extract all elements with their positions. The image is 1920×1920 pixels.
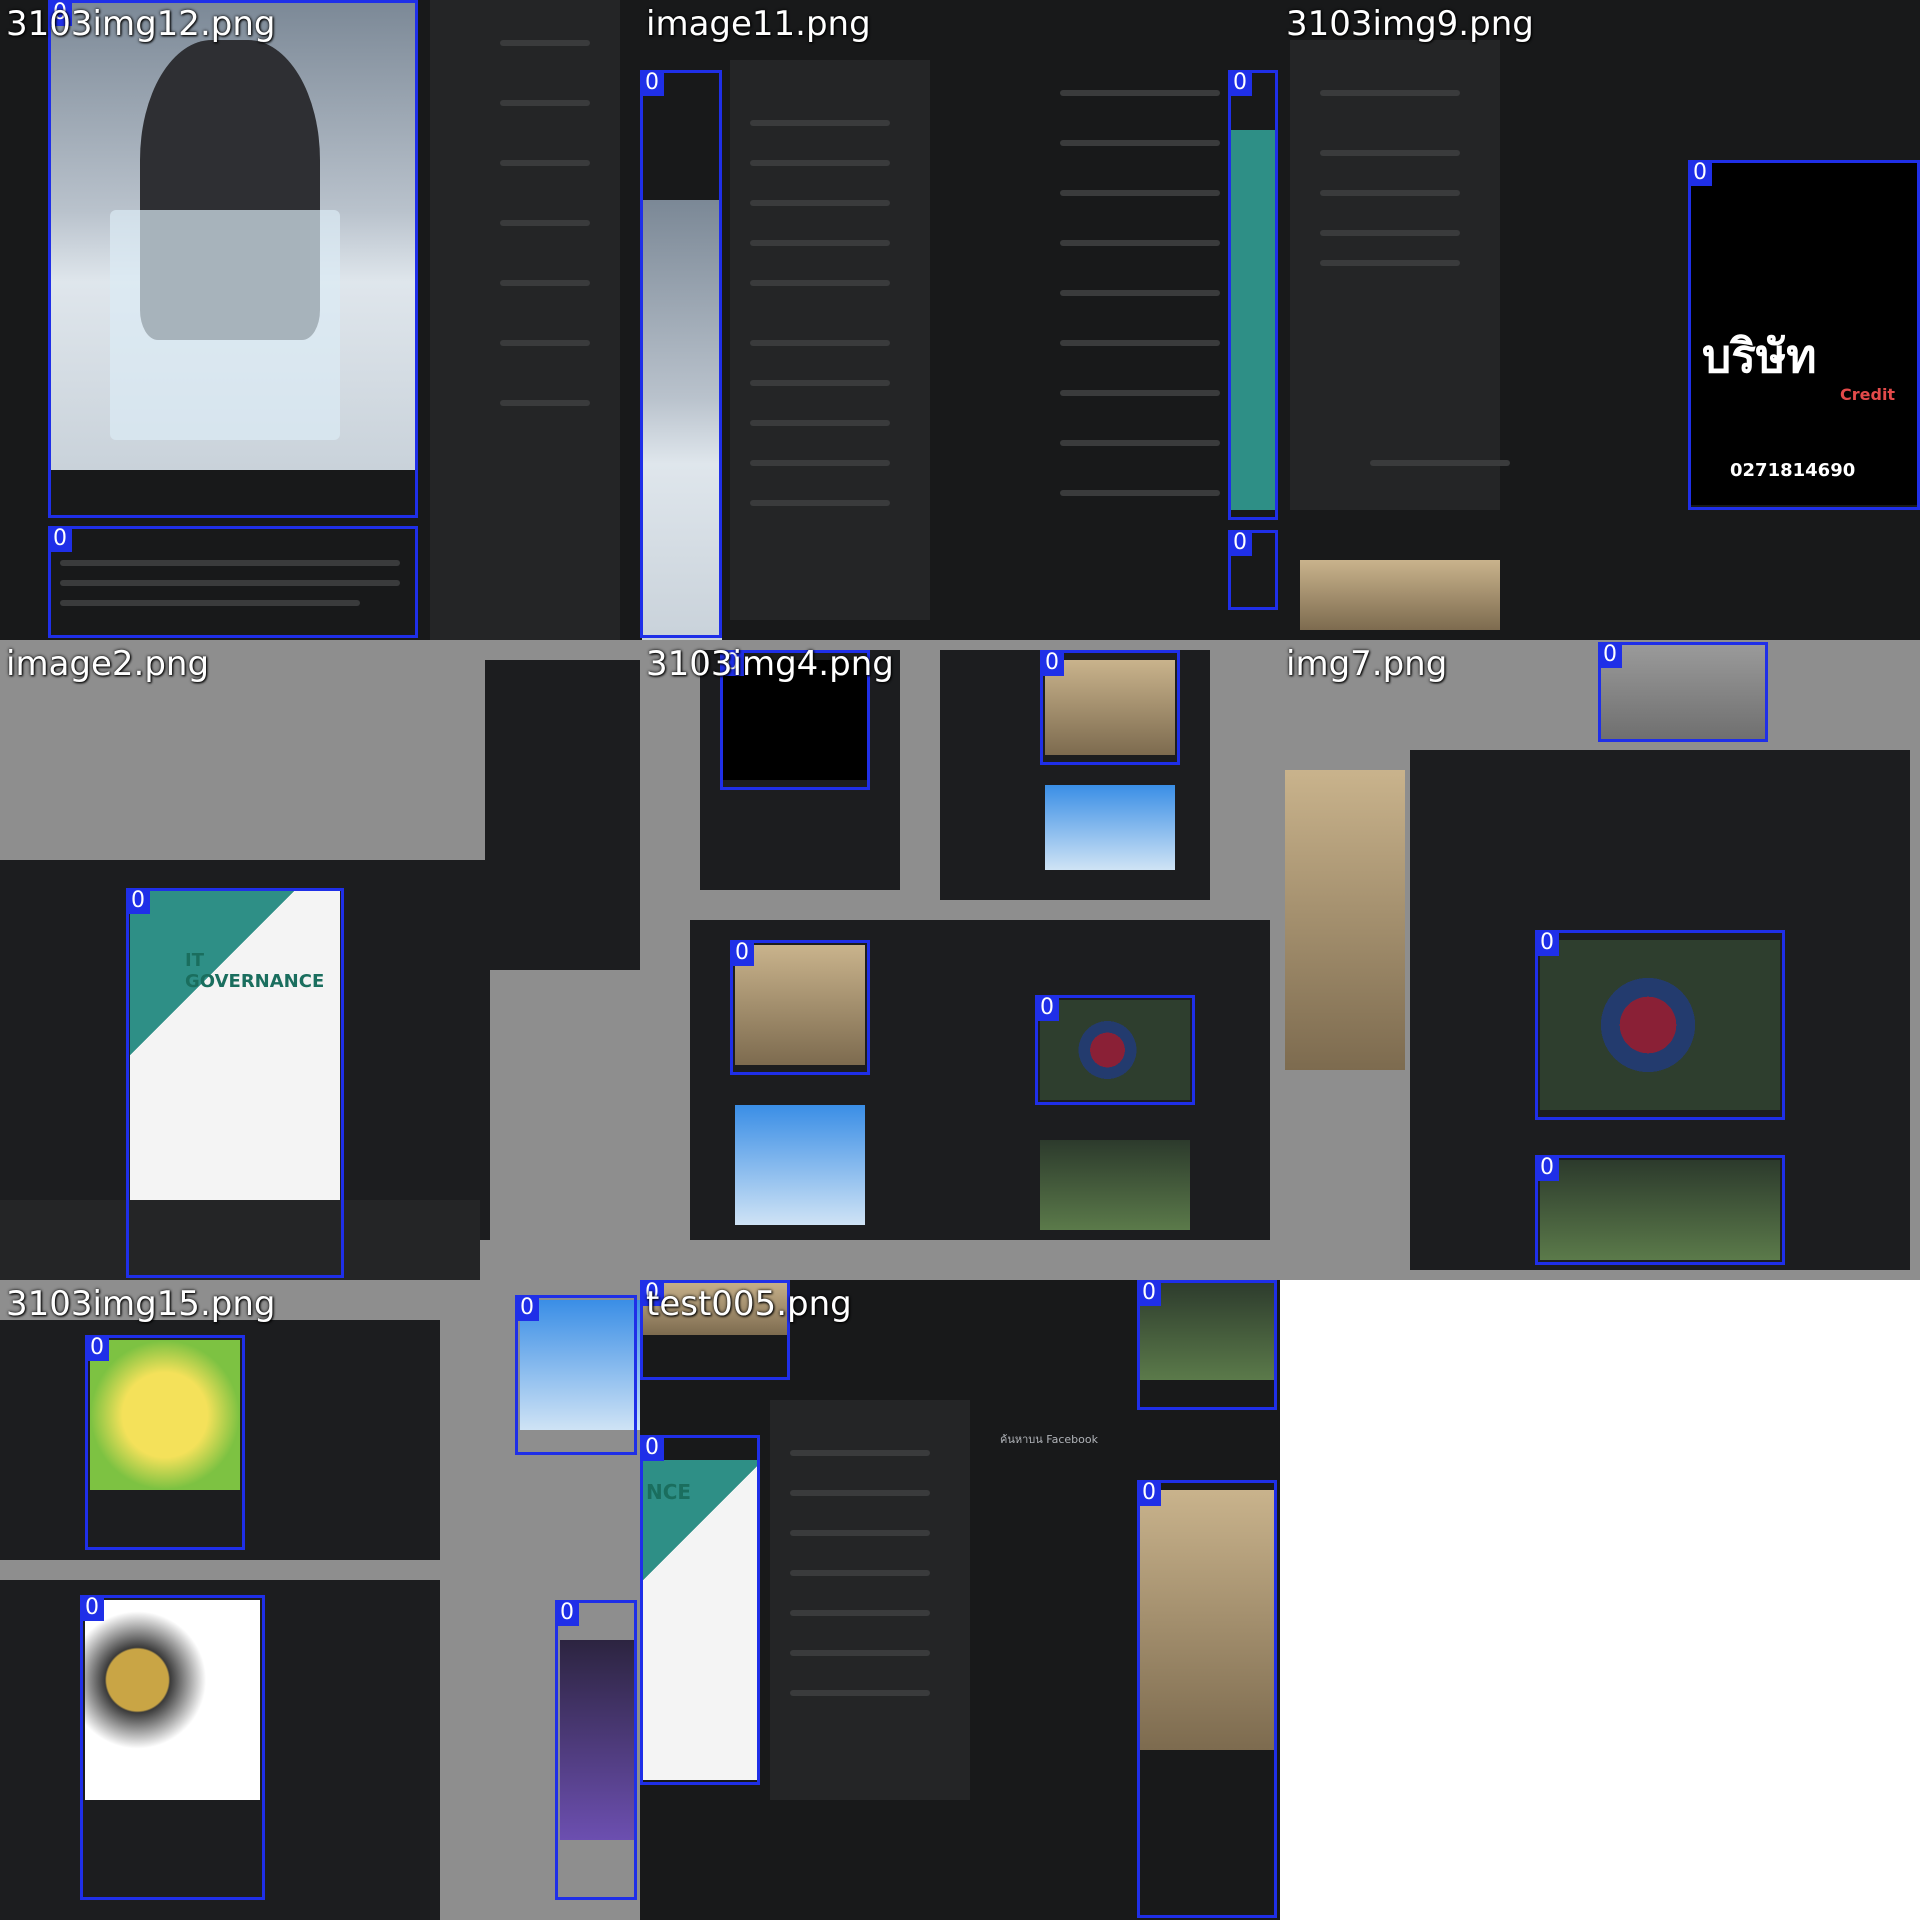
box-label: 0 <box>1137 1280 1161 1306</box>
detection-box: 0 <box>1137 1480 1277 1918</box>
box-label: 0 <box>640 1435 664 1461</box>
tile-img7: img7.png 0 0 0 <box>1280 640 1920 1280</box>
box-label: 0 <box>555 1600 579 1626</box>
box-label: 0 <box>126 888 150 914</box>
tile-title: test005.png <box>646 1284 852 1324</box>
box-label: 0 <box>1535 930 1559 956</box>
box-label: 0 <box>1035 995 1059 1021</box>
detection-box: 0 <box>1535 1155 1785 1265</box>
tile-title: image11.png <box>646 4 871 44</box>
left-menu <box>1290 40 1500 510</box>
box-label: 0 <box>80 1595 104 1621</box>
box-label: 0 <box>85 1335 109 1361</box>
box-label: 0 <box>1228 530 1252 556</box>
search-placeholder: ค้นหาบน Facebook <box>1000 1430 1098 1448</box>
detection-box: 0 <box>1535 930 1785 1120</box>
house-photo <box>1045 785 1175 870</box>
tile-title: 3103img15.png <box>6 1284 275 1324</box>
detection-box: 0 <box>1228 70 1278 520</box>
tile-title: image2.png <box>6 644 209 684</box>
contacts-list <box>770 1400 970 1800</box>
box-label: 0 <box>1040 650 1064 676</box>
detection-box: 0 <box>1688 160 1920 510</box>
detection-box: 0 <box>1137 1280 1277 1410</box>
detection-box: 0 <box>80 1595 265 1900</box>
detection-box: 0 <box>640 70 722 638</box>
tile-title: 3103img9.png <box>1286 4 1534 44</box>
right-sidebar <box>430 0 620 640</box>
box-label: 0 <box>1228 70 1252 96</box>
box-label: 0 <box>730 940 754 966</box>
tile-image2: image2.png IT GOVERNANCE 0 <box>0 640 640 1280</box>
detection-box: 0 <box>555 1600 637 1900</box>
box-label: 0 <box>515 1295 539 1321</box>
detection-box: 0 <box>85 1335 245 1550</box>
box-label: 0 <box>1688 160 1712 186</box>
detection-box: 0 <box>1598 642 1768 742</box>
detection-box: 0 <box>48 0 418 518</box>
thumbnail-column <box>1285 770 1405 1070</box>
tile-test005: test005.png NCE ค้นหาบน Facebook 0 0 0 0 <box>640 1280 1280 1920</box>
tile-title: 3103img12.png <box>6 4 275 44</box>
detection-box: 0 <box>1035 995 1195 1105</box>
thumbnail-strip <box>1300 560 1500 630</box>
detection-box: 0 <box>640 1435 760 1785</box>
tile-title: img7.png <box>1286 644 1447 684</box>
house-photo <box>735 1105 865 1225</box>
box-label: 0 <box>48 526 72 552</box>
tile-img9: 3103img9.png บริษัท Credit 0271814690 0 <box>1280 0 1920 640</box>
box-label: 0 <box>1535 1155 1559 1181</box>
detection-box: 0 <box>1228 530 1278 610</box>
detection-box: 0 <box>48 526 418 638</box>
box-label: 0 <box>1137 1480 1161 1506</box>
sidebar-ads <box>485 660 640 970</box>
box-label: 0 <box>1598 642 1622 668</box>
detection-box: 0 <box>730 940 870 1075</box>
box-label: 0 <box>640 70 664 96</box>
tile-img4: 3103img4.png 0 0 0 0 <box>640 640 1280 1280</box>
stadium-photo <box>1040 1140 1190 1230</box>
tile-img12: 3103img12.png 0 0 <box>0 0 640 640</box>
tile-img15: 3103img15.png 0 0 0 0 <box>0 1280 640 1920</box>
detection-box: 0 <box>515 1295 637 1455</box>
tile-title: 3103img4.png <box>646 644 894 684</box>
detection-box: 0 <box>1040 650 1180 765</box>
detection-box: 0 <box>126 888 344 1278</box>
tile-image11: image11.png 0 0 0 <box>640 0 1280 640</box>
